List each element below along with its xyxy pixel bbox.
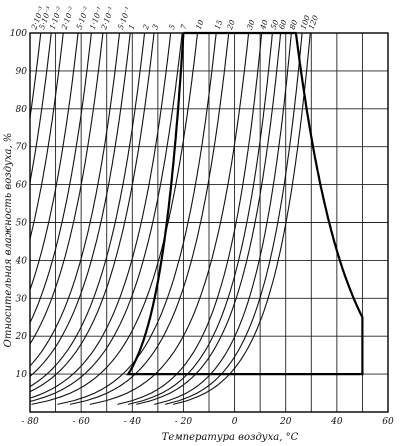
curve-label: 80 bbox=[288, 18, 300, 30]
x-tick-label: - 60 bbox=[72, 417, 90, 427]
x-tick-label: 20 bbox=[279, 417, 292, 427]
curve-label: 7 bbox=[179, 23, 189, 31]
curve-labels: 2·10⁻³5·10⁻³1·10⁻²2·10⁻²5·10⁻²1·10⁻¹2·10… bbox=[29, 5, 320, 31]
y-tick-label: 90 bbox=[16, 67, 28, 77]
curve-label: 50 bbox=[269, 18, 281, 30]
x-tick-labels: - 80 - 60 - 40 - 20 0 20 40 60 bbox=[21, 417, 394, 427]
series-line bbox=[57, 33, 217, 405]
series-line bbox=[30, 33, 52, 186]
series-line bbox=[30, 33, 131, 378]
x-tick-label: - 80 bbox=[21, 417, 39, 427]
series-line bbox=[30, 33, 79, 292]
series-line bbox=[154, 33, 292, 405]
grid-lines bbox=[29, 32, 389, 412]
bold-region-outline bbox=[126, 31, 364, 376]
y-tick-label: 70 bbox=[16, 143, 28, 153]
y-tick-label: 80 bbox=[16, 105, 28, 115]
series-line bbox=[30, 33, 64, 242]
curve-label: 15 bbox=[213, 18, 225, 30]
series-line bbox=[30, 33, 172, 399]
y-tick-label: 30 bbox=[16, 294, 28, 304]
series-line bbox=[31, 33, 199, 405]
region-boundary bbox=[126, 31, 364, 376]
y-tick-label: 10 bbox=[16, 370, 28, 380]
curve-family bbox=[30, 33, 311, 405]
curve-label: 40 bbox=[258, 18, 270, 31]
curve-label: 1 bbox=[127, 23, 137, 31]
x-axis-label: Температура воздуха, °С bbox=[162, 432, 299, 443]
curve-label: 3 bbox=[150, 23, 160, 31]
series-line bbox=[30, 33, 146, 388]
series-line bbox=[30, 33, 121, 367]
series-line bbox=[136, 33, 282, 405]
curve-label: 2 bbox=[141, 23, 152, 32]
y-axis-label: Относительная влажность воздуха, % bbox=[3, 133, 14, 348]
x-tick-label: 60 bbox=[382, 417, 394, 427]
curve-label: 5 bbox=[167, 23, 177, 31]
series-line bbox=[89, 33, 250, 405]
curve-label: 60 bbox=[277, 18, 289, 30]
series-line bbox=[164, 33, 303, 405]
series-line bbox=[30, 33, 104, 345]
curve-label: 30 bbox=[245, 18, 257, 30]
series-line bbox=[117, 33, 263, 405]
series-line bbox=[30, 33, 92, 324]
y-tick-label: 20 bbox=[15, 332, 28, 342]
y-tick-labels: 10 20 30 40 50 60 70 80 90 100 bbox=[10, 29, 27, 380]
series-line bbox=[30, 33, 42, 122]
y-tick-label: 50 bbox=[16, 219, 28, 229]
x-tick-label: - 20 bbox=[175, 417, 193, 427]
y-tick-label: 100 bbox=[10, 29, 27, 39]
y-tick-label: 40 bbox=[15, 256, 28, 266]
curve-label: 20 bbox=[225, 18, 237, 31]
series-line bbox=[127, 33, 273, 405]
series-line bbox=[69, 33, 230, 405]
series-line bbox=[30, 33, 183, 402]
x-tick-label: 0 bbox=[232, 417, 238, 427]
x-tick-label: - 40 bbox=[124, 417, 142, 427]
y-tick-label: 60 bbox=[16, 181, 28, 191]
plot-frame bbox=[29, 32, 389, 413]
x-tick-label: 40 bbox=[330, 417, 343, 427]
curve-label: 10 bbox=[194, 18, 206, 30]
plot-border bbox=[29, 32, 389, 413]
series-line bbox=[30, 33, 155, 393]
